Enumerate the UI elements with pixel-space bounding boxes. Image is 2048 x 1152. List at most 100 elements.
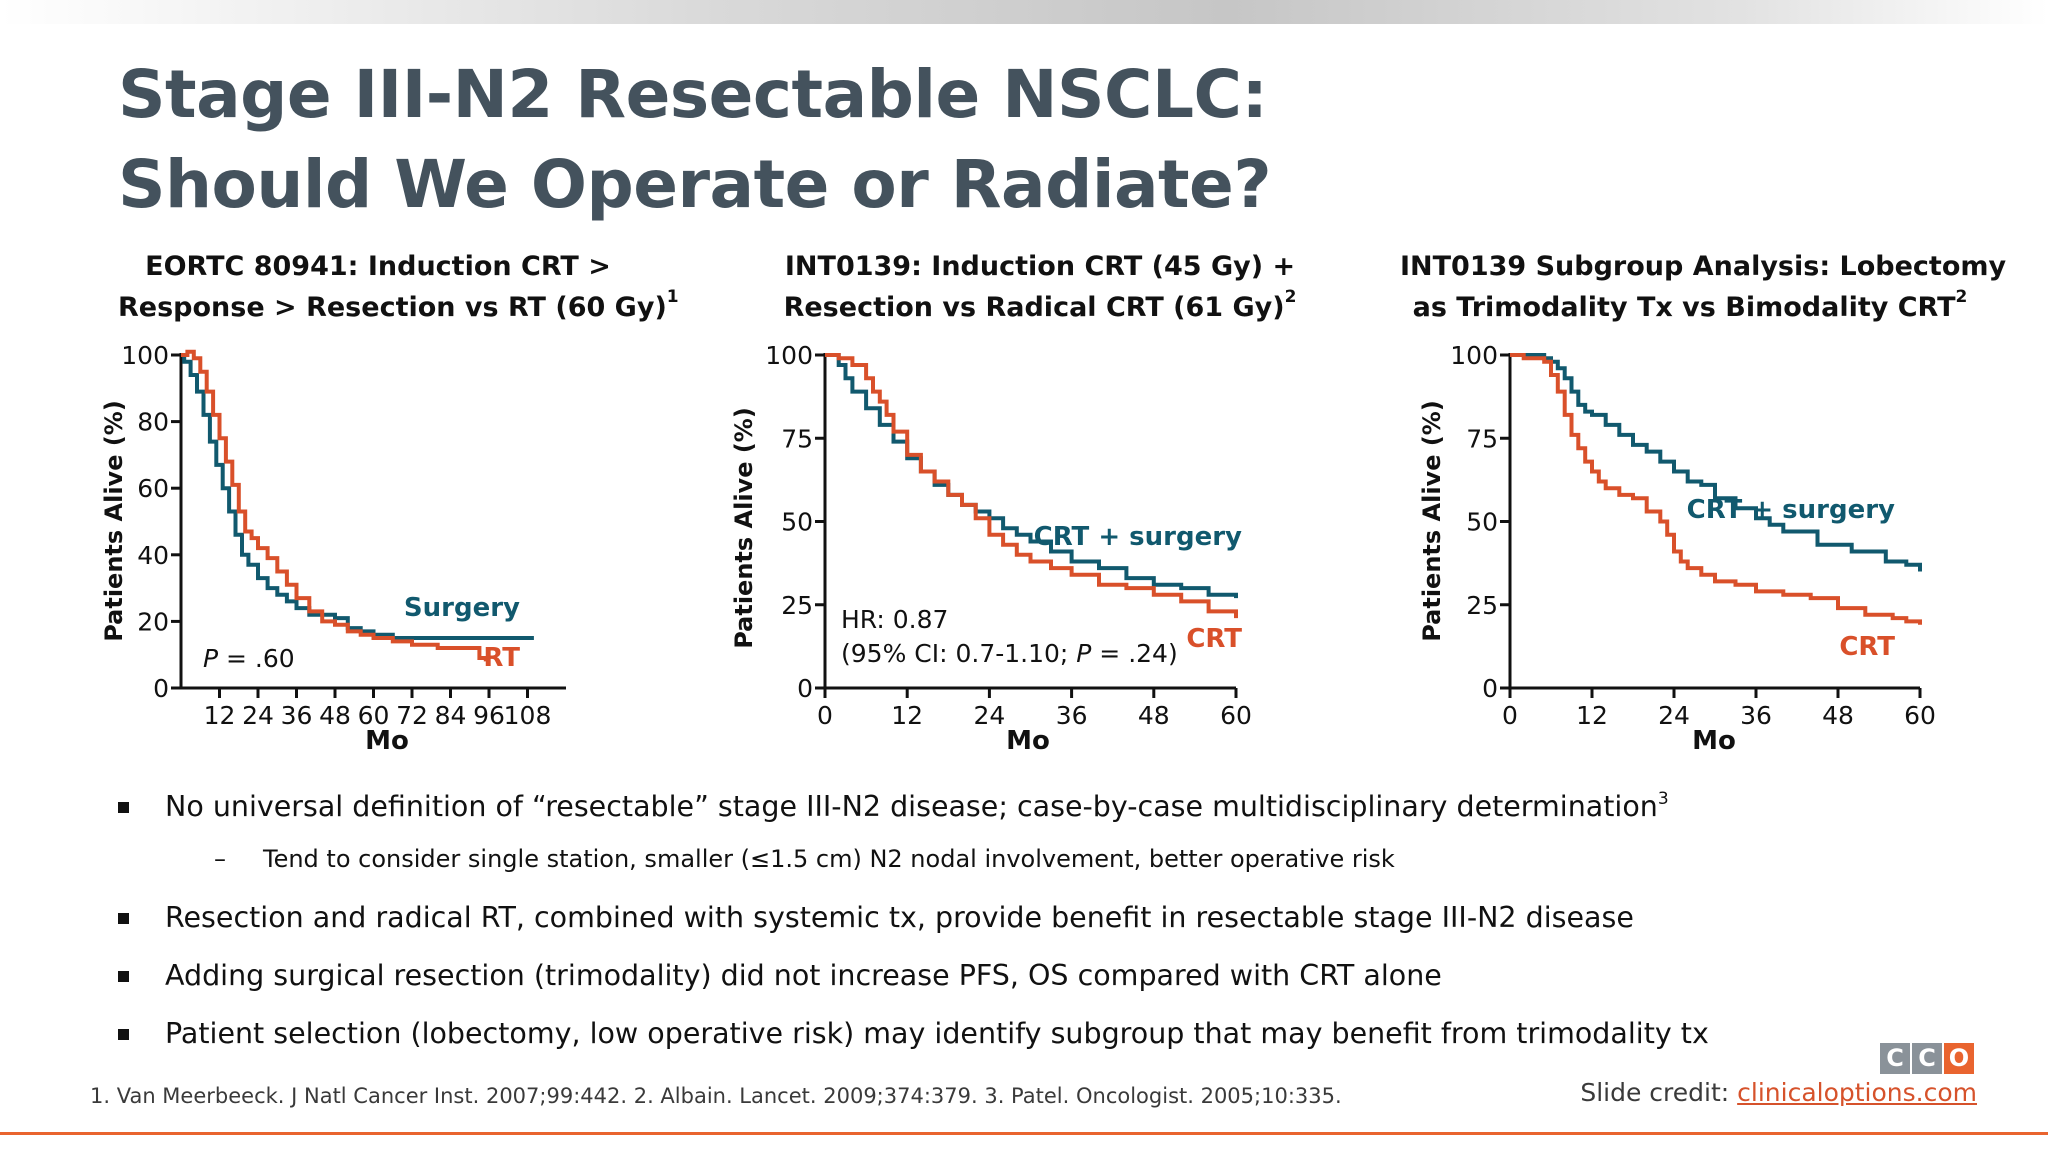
bullet-text: Adding surgical resection (trimodality) … (165, 959, 1442, 992)
x-tick-label: 12 (204, 701, 236, 730)
x-tick-label: 60 (1220, 701, 1252, 730)
sub-bullet-text: Tend to consider single station, smaller… (263, 845, 1395, 873)
slide-credit-label: Slide credit: (1580, 1078, 1738, 1107)
bullet-square-icon (118, 913, 129, 924)
y-tick-label: 80 (137, 408, 169, 437)
chart-2-ci-annotation: (95% CI: 0.7-1.10; P = .24) (841, 639, 1178, 668)
bullet-text: Patient selection (lobectomy, low operat… (165, 1017, 1709, 1050)
legend-label-crt-surgery: CRT + surgery (1687, 495, 1895, 525)
panel-1-title-line-1: EORTC 80941: Induction CRT > (145, 251, 611, 282)
bullet-text: No universal definition of “resectable” … (165, 790, 1658, 823)
legend-label-crt-surgery: CRT + surgery (1034, 522, 1242, 552)
panel-2-title: INT0139: Induction CRT (45 Gy) + Resecti… (780, 246, 1300, 328)
bullet-text: Resection and radical RT, combined with … (165, 901, 1634, 934)
x-tick-label: 72 (396, 701, 428, 730)
logo-letter: C (1880, 1043, 1910, 1074)
slide-credit-link[interactable]: clinicaloptions.com (1737, 1078, 1977, 1107)
y-tick-label: 0 (797, 674, 813, 703)
slide-credit: Slide credit: clinicaloptions.com (1580, 1078, 1977, 1107)
x-tick-label: 84 (435, 701, 467, 730)
panel-2-title-line-1: INT0139: Induction CRT (45 Gy) + (784, 251, 1296, 282)
x-tick-label: 60 (1904, 701, 1936, 730)
x-tick-label: 24 (1658, 701, 1690, 730)
y-tick-label: 50 (1466, 508, 1498, 537)
panel-3-title-line-1: INT0139 Subgroup Analysis: Lobectomy (1400, 251, 2007, 282)
x-tick-label: 108 (504, 701, 552, 730)
x-tick-label: 0 (817, 701, 833, 730)
legend-label-surgery: Surgery (404, 593, 520, 623)
bullet-ref: 3 (1657, 789, 1669, 809)
x-tick-label: 48 (1138, 701, 1170, 730)
y-tick-label: 25 (781, 591, 813, 620)
chart-1-p-value: = .60 (218, 644, 295, 673)
series-line-crt (825, 353, 1238, 619)
y-axis-title: Patients Alive (%) (730, 407, 758, 649)
slide-title: Stage III-N2 Resectable NSCLC: Should We… (118, 50, 1618, 230)
x-tick-label: 24 (973, 701, 1005, 730)
y-tick-label: 0 (153, 674, 169, 703)
chart-int0139-lobectomy: 0 25 50 75 100 0 12 24 36 48 60 Mo Patients Alive (%… (1418, 341, 1936, 756)
x-tick-label: 36 (281, 701, 313, 730)
x-tick-label: 36 (1740, 701, 1772, 730)
panel-2-ref: 2 (1284, 287, 1297, 307)
panel-2-title-line-2: Resection vs Radical CRT (61 Gy) (783, 292, 1285, 323)
x-tick-label: 36 (1056, 701, 1088, 730)
logo-letter: O (1944, 1043, 1974, 1074)
y-tick-label: 100 (765, 341, 813, 370)
y-tick-label: 25 (1466, 591, 1498, 620)
chart-2-p-value: = .24) (1091, 639, 1177, 668)
chart-1-p-letter: P (203, 644, 219, 673)
series-line-rt (181, 349, 488, 662)
y-tick-label: 60 (137, 474, 169, 503)
panel-3-title: INT0139 Subgroup Analysis: Lobectomy as … (1400, 246, 2007, 328)
x-tick-label: 0 (1502, 701, 1518, 730)
logo-letter: C (1912, 1043, 1942, 1074)
y-tick-label: 75 (781, 424, 813, 453)
x-tick-label: 60 (358, 701, 390, 730)
cco-logo: C C O (1880, 1043, 1976, 1076)
panel-1-ref: 1 (666, 287, 679, 307)
panel-1-title-line-2: Response > Resection vs RT (60 Gy) (118, 292, 667, 323)
chart-2-p-letter: P (1076, 639, 1092, 668)
x-tick-label: 96 (473, 701, 505, 730)
y-tick-label: 50 (781, 508, 813, 537)
panel-1-title: EORTC 80941: Induction CRT > Response > … (118, 246, 679, 328)
x-tick-label: 12 (1576, 701, 1608, 730)
y-tick-label: 0 (1482, 674, 1498, 703)
chart-int0139: 0 25 50 75 100 0 12 24 36 48 60 Mo Patients Alive (%… (730, 341, 1252, 756)
panel-3-title-line-2: as Trimodality Tx vs Bimodality CRT (1412, 292, 1956, 323)
legend-label-crt: CRT (1839, 632, 1895, 662)
bullet-square-icon (118, 802, 129, 813)
bullet-square-icon (118, 1029, 129, 1040)
y-tick-label: 100 (1450, 341, 1498, 370)
series-line-crt (1510, 353, 1922, 625)
references-footnote: 1. Van Meerbeeck. J Natl Cancer Inst. 20… (90, 1084, 1342, 1108)
chart-2-hr-annotation: HR: 0.87 (841, 605, 948, 634)
legend-label-crt: CRT (1186, 624, 1242, 654)
slide-title-line-1: Stage III-N2 Resectable NSCLC: (118, 56, 1268, 133)
x-tick-label: 24 (242, 701, 274, 730)
y-axis-title: Patients Alive (%) (1418, 400, 1446, 642)
y-tick-label: 20 (137, 607, 169, 636)
x-tick-label: 48 (319, 701, 351, 730)
y-tick-label: 75 (1466, 424, 1498, 453)
x-axis-title: Mo (365, 726, 409, 756)
series-line-crt-surgery (1510, 353, 1922, 572)
y-tick-label: 100 (121, 341, 169, 370)
bullet-square-icon (118, 971, 129, 982)
y-tick-label: 40 (137, 541, 169, 570)
series-line-surgery (181, 353, 534, 640)
slide-title-line-2: Should We Operate or Radiate? (118, 146, 1272, 223)
chart-1-p-annotation: P = .60 (203, 644, 295, 673)
x-tick-label: 48 (1822, 701, 1854, 730)
y-axis-title: Patients Alive (%) (100, 400, 128, 642)
x-tick-label: 12 (891, 701, 923, 730)
x-axis-title: Mo (1006, 726, 1050, 756)
bottom-accent-line (0, 1132, 2048, 1135)
x-axis-title: Mo (1692, 726, 1736, 756)
dash-icon: – (214, 845, 226, 873)
panel-3-ref: 2 (1955, 287, 1968, 307)
legend-label-rt: RT (483, 643, 520, 673)
